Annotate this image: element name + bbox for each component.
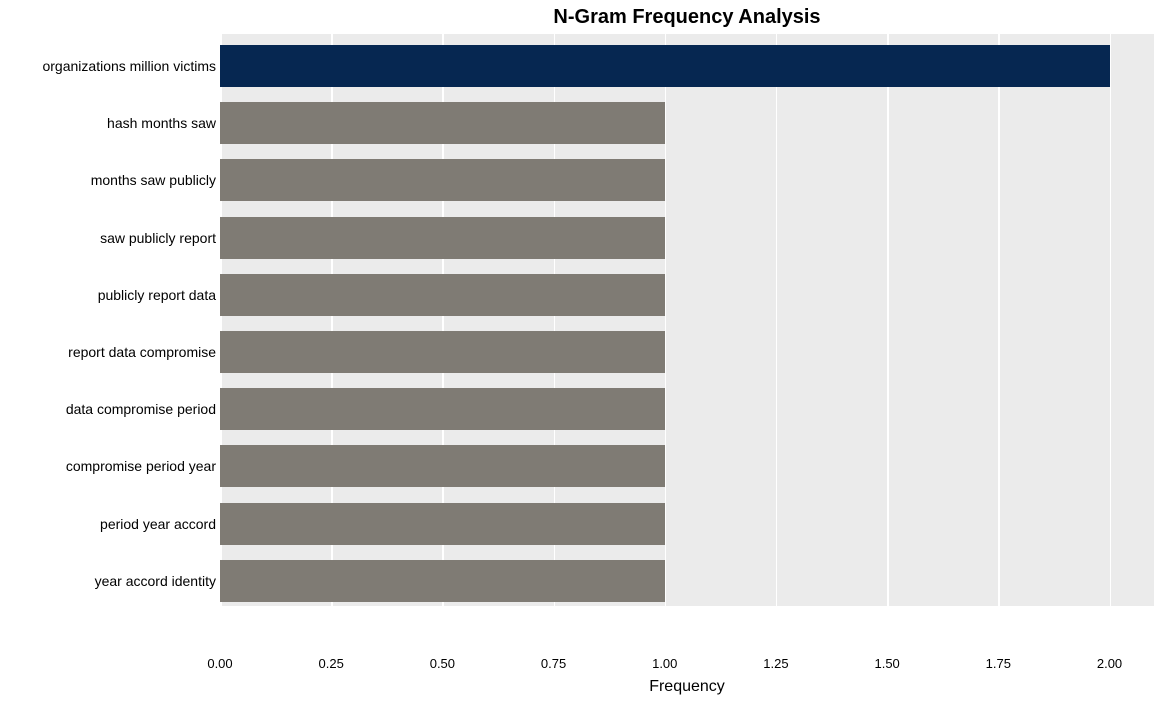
bar bbox=[220, 45, 1110, 87]
grid-line bbox=[776, 34, 778, 638]
bar bbox=[220, 159, 665, 201]
y-tick-label: period year accord bbox=[100, 516, 216, 532]
x-tick-label: 1.50 bbox=[874, 656, 899, 671]
bar bbox=[220, 560, 665, 602]
x-tick-label: 0.50 bbox=[430, 656, 455, 671]
chart-title: N-Gram Frequency Analysis bbox=[107, 6, 1161, 29]
x-tick-label: 1.00 bbox=[652, 656, 677, 671]
x-tick-label: 1.75 bbox=[986, 656, 1011, 671]
y-tick-label: data compromise period bbox=[66, 401, 216, 417]
bar bbox=[220, 503, 665, 545]
x-tick-label: 1.25 bbox=[763, 656, 788, 671]
grid-line bbox=[665, 34, 667, 638]
y-tick-label: saw publicly report bbox=[100, 230, 216, 246]
x-tick-label: 0.75 bbox=[541, 656, 566, 671]
bar bbox=[220, 274, 665, 316]
bar bbox=[220, 445, 665, 487]
y-tick-label: report data compromise bbox=[68, 344, 216, 360]
grid-line bbox=[887, 34, 889, 638]
bar bbox=[220, 388, 665, 430]
bar bbox=[220, 102, 665, 144]
x-axis-title: Frequency bbox=[220, 678, 1154, 696]
x-tick-label: 0.00 bbox=[207, 656, 232, 671]
y-tick-label: compromise period year bbox=[66, 458, 216, 474]
y-tick-label: year accord identity bbox=[95, 573, 216, 589]
x-tick-label: 2.00 bbox=[1097, 656, 1122, 671]
y-tick-label: publicly report data bbox=[98, 287, 216, 303]
plot-area bbox=[220, 34, 1154, 638]
y-tick-label: hash months saw bbox=[107, 115, 216, 131]
y-tick-label: months saw publicly bbox=[91, 172, 216, 188]
bar bbox=[220, 217, 665, 259]
y-tick-label: organizations million victims bbox=[42, 58, 216, 74]
chart-container: N-Gram Frequency Analysis organizations … bbox=[0, 0, 1161, 701]
x-tick-label: 0.25 bbox=[319, 656, 344, 671]
grid-line bbox=[998, 34, 1000, 638]
bar bbox=[220, 331, 665, 373]
grid-line bbox=[1110, 34, 1112, 638]
